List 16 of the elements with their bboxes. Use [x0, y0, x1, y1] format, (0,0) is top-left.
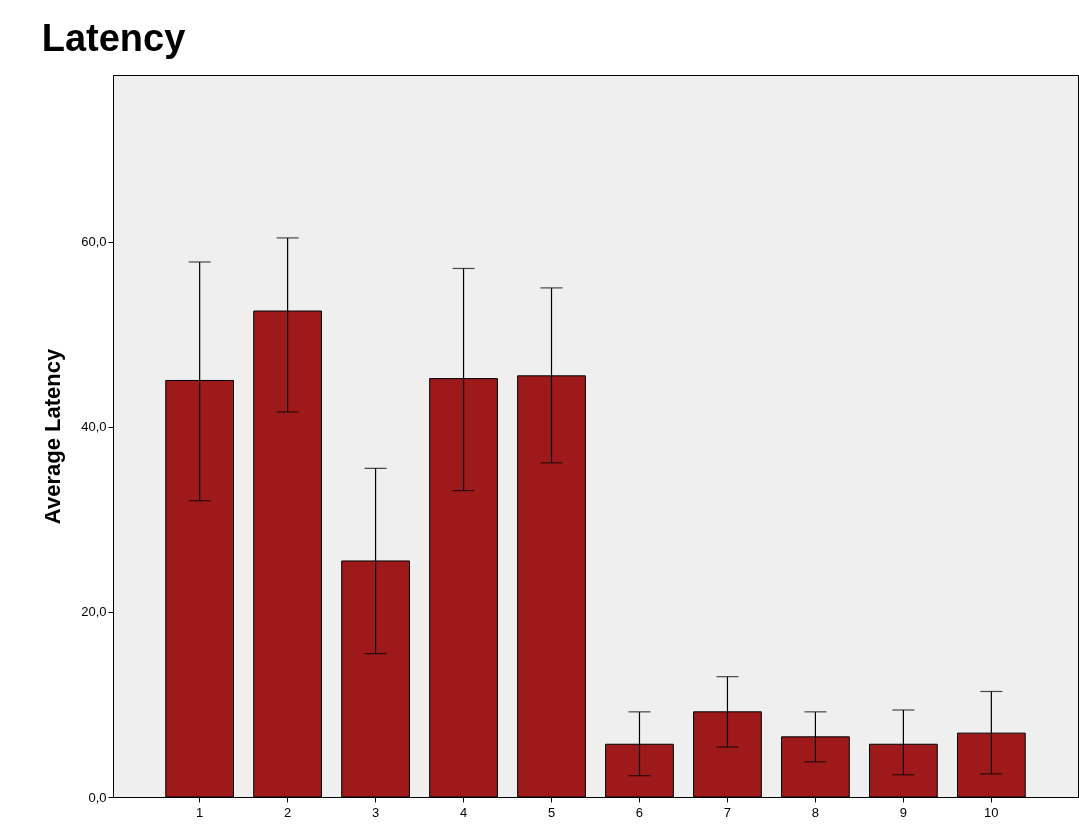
- y-tick-label: 40,0: [81, 419, 107, 435]
- x-tick-label: 5: [547, 804, 556, 820]
- x-tick-label: 6: [635, 804, 644, 820]
- x-tick-label: 7: [723, 804, 732, 820]
- y-tick-label: 0,0: [88, 789, 107, 805]
- x-tick-label: 1: [196, 804, 204, 820]
- x-tick-label: 10: [984, 804, 999, 820]
- y-tick-label: 60,0: [81, 234, 107, 250]
- x-tick-label: 9: [899, 804, 907, 820]
- x-tick-label: 4: [459, 804, 468, 820]
- x-tick-label: 3: [371, 804, 380, 820]
- chart-title: Latency: [41, 17, 186, 59]
- y-axis-title: Average Latency: [40, 348, 66, 525]
- y-tick-label: 20,0: [81, 604, 107, 620]
- x-tick-label: 8: [811, 804, 820, 820]
- x-tick-label: 2: [284, 804, 292, 820]
